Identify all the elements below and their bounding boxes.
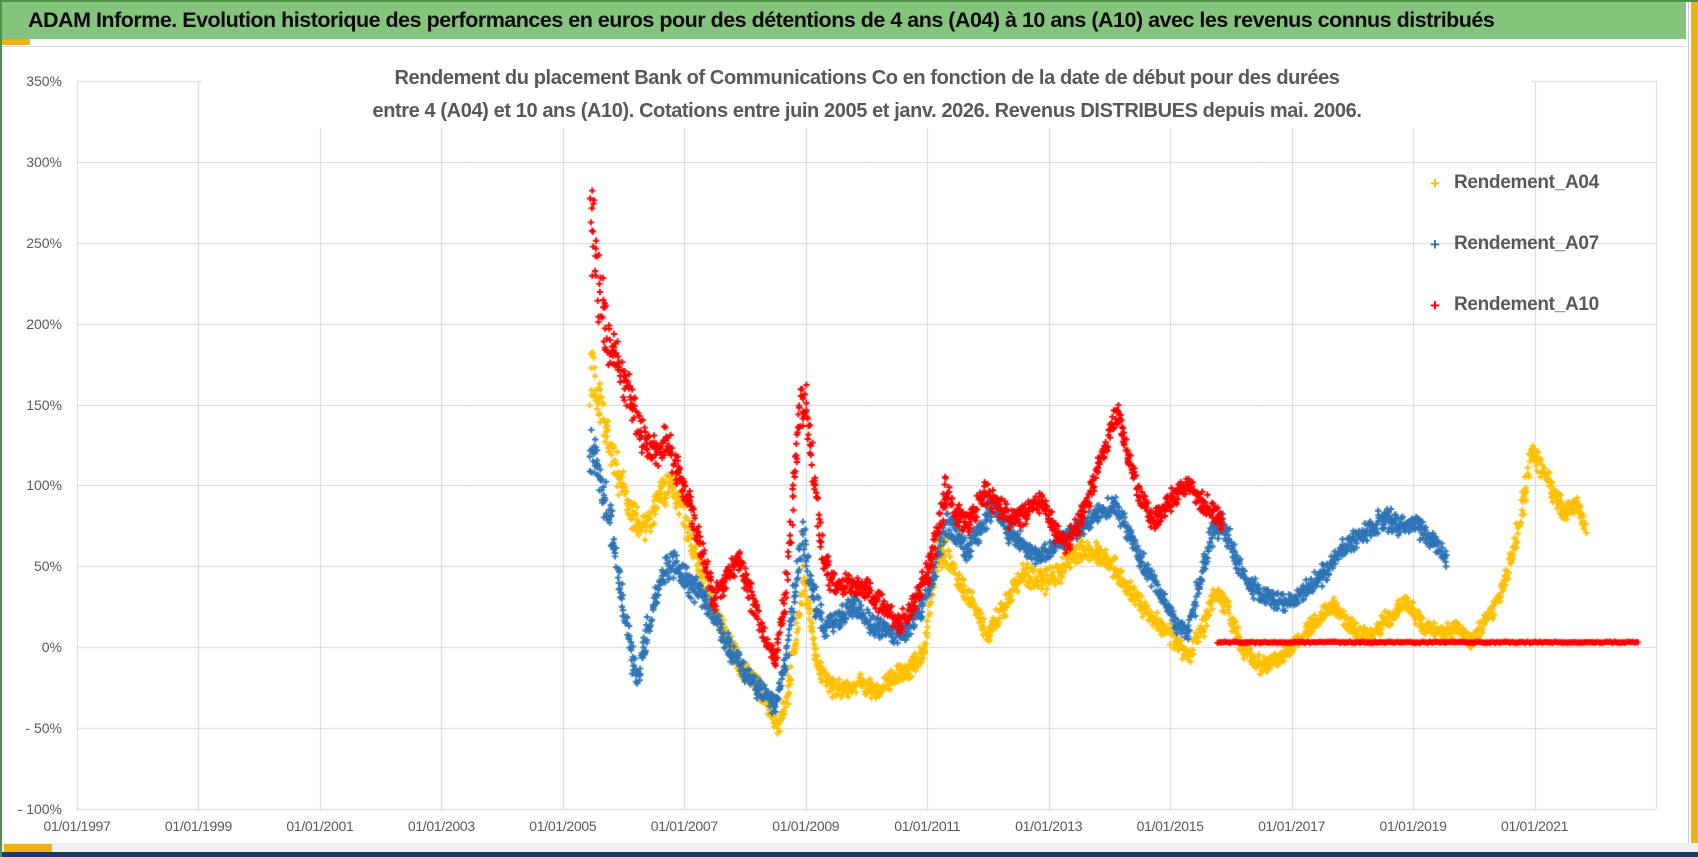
x-axis-label: 01/01/2003 [407, 818, 475, 834]
y-axis-label: 300% [26, 153, 62, 170]
legend-item-rendement_a04[interactable]: + Rendement_A04 [1430, 172, 1599, 194]
legend-item-rendement_a10[interactable]: + Rendement_A10 [1430, 294, 1599, 316]
y-axis-label: 100% [26, 477, 62, 494]
x-axis-label: 01/01/2017 [1258, 818, 1326, 834]
x-axis-label: 01/01/2013 [1015, 818, 1083, 834]
x-axis-label: 01/01/2021 [1500, 818, 1569, 834]
legend-label: Rendement_A07 [1453, 233, 1599, 254]
plus-marker-icon: + [1430, 234, 1440, 254]
y-axis-label: - 50% [25, 720, 62, 737]
y-axis-label: 50% [33, 558, 62, 575]
plus-marker-icon: + [1430, 173, 1440, 193]
chart-title-line1: Rendement du placement Bank of Communica… [394, 67, 1340, 89]
legend-label: Rendement_A10 [1453, 294, 1599, 315]
header-title: ADAM Informe. Evolution historique des p… [28, 8, 1495, 32]
y-axis-label: 150% [26, 396, 62, 413]
x-axis-label: 01/01/2009 [772, 818, 840, 834]
y-axis-label: 250% [26, 234, 62, 251]
x-axis-label: 01/01/2005 [529, 818, 597, 834]
y-axis-label: 350% [26, 73, 62, 89]
y-axis-label: - 100% [17, 801, 62, 817]
x-axis-label: 01/01/1997 [43, 818, 111, 834]
x-axis-label: 01/01/2019 [1379, 818, 1447, 834]
legend-item-rendement_a07[interactable]: + Rendement_A07 [1430, 233, 1599, 255]
header-underline [2, 46, 1686, 47]
y-axis-label: 0% [41, 639, 62, 656]
x-axis-label: 01/01/2015 [1136, 818, 1204, 834]
chart-title: Rendement du placement Bank of Communica… [202, 62, 1532, 128]
x-axis-label: 01/01/2011 [894, 818, 961, 834]
header-bar: ADAM Informe. Evolution historique des p… [2, 2, 1686, 39]
gold-corner-accent [2, 39, 30, 45]
chart-title-line2: entre 4 (A04) et 10 ans (A10). Cotations… [372, 100, 1362, 122]
bottom-strip [2, 843, 1698, 852]
y-axis-label: 200% [26, 315, 62, 332]
gold-right-stripe [1691, 2, 1698, 853]
bottom-gold-accent [4, 844, 52, 852]
legend-label: Rendement_A04 [1453, 172, 1599, 193]
plus-marker-icon: + [1430, 295, 1440, 315]
bottom-navy-bar [2, 852, 1698, 857]
x-axis-label: 01/01/1999 [164, 818, 232, 834]
x-axis-label: 01/01/2001 [286, 818, 354, 834]
right-edge-divider [1688, 2, 1689, 851]
x-axis-label: 01/01/2007 [650, 818, 718, 834]
